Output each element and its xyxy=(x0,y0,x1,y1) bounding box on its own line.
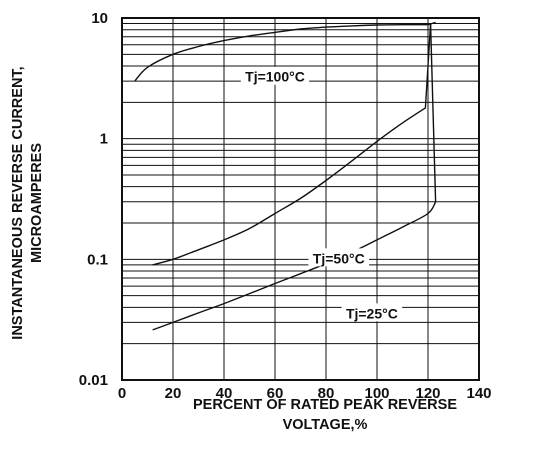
y-axis-title-line-2: MICROAMPERES xyxy=(29,143,45,263)
series-line-2 xyxy=(152,24,437,331)
plot-frame xyxy=(121,17,480,381)
x-axis-title-line-2: VOLTAGE,% xyxy=(283,417,368,433)
series-label-2: Tj=25°C xyxy=(346,305,398,321)
x-tick-label-6: 120 xyxy=(415,385,440,402)
tick-labels: 0 20 40 60 80 100 120 140 10 1 0.1 0.01 xyxy=(79,10,492,402)
series-label-bg-1 xyxy=(308,248,370,267)
y-tick-label-0: 10 xyxy=(91,10,108,27)
series-line-1 xyxy=(152,23,432,266)
x-tick-label-5: 100 xyxy=(364,385,389,402)
grid xyxy=(121,17,480,381)
series-line-0 xyxy=(134,21,436,82)
x-tick-label-1: 20 xyxy=(165,385,182,402)
y-tick-label-3: 0.01 xyxy=(79,372,108,389)
series-labels: Tj=100°C Tj=50°C Tj=25°C xyxy=(240,66,403,322)
x-tick-label-7: 140 xyxy=(466,385,491,402)
series-label-1: Tj=50°C xyxy=(313,250,365,266)
series-label-0: Tj=100°C xyxy=(245,69,305,85)
curves xyxy=(134,21,437,331)
y-tick-label-2: 0.1 xyxy=(87,251,108,268)
x-axis-title-line-1: PERCENT OF RATED PEAK REVERSE xyxy=(193,397,457,413)
y-axis-title-line-1: INSTANTANEOUS REVERSE CURRENT, xyxy=(10,66,26,339)
y-tick-label-1: 1 xyxy=(100,131,108,148)
series-label-bg-2 xyxy=(341,303,403,322)
series-label-bg-0 xyxy=(240,66,310,85)
x-tick-label-0: 0 xyxy=(118,385,126,402)
x-tick-label-3: 60 xyxy=(267,385,284,402)
x-tick-label-4: 80 xyxy=(318,385,335,402)
x-tick-label-2: 40 xyxy=(216,385,233,402)
